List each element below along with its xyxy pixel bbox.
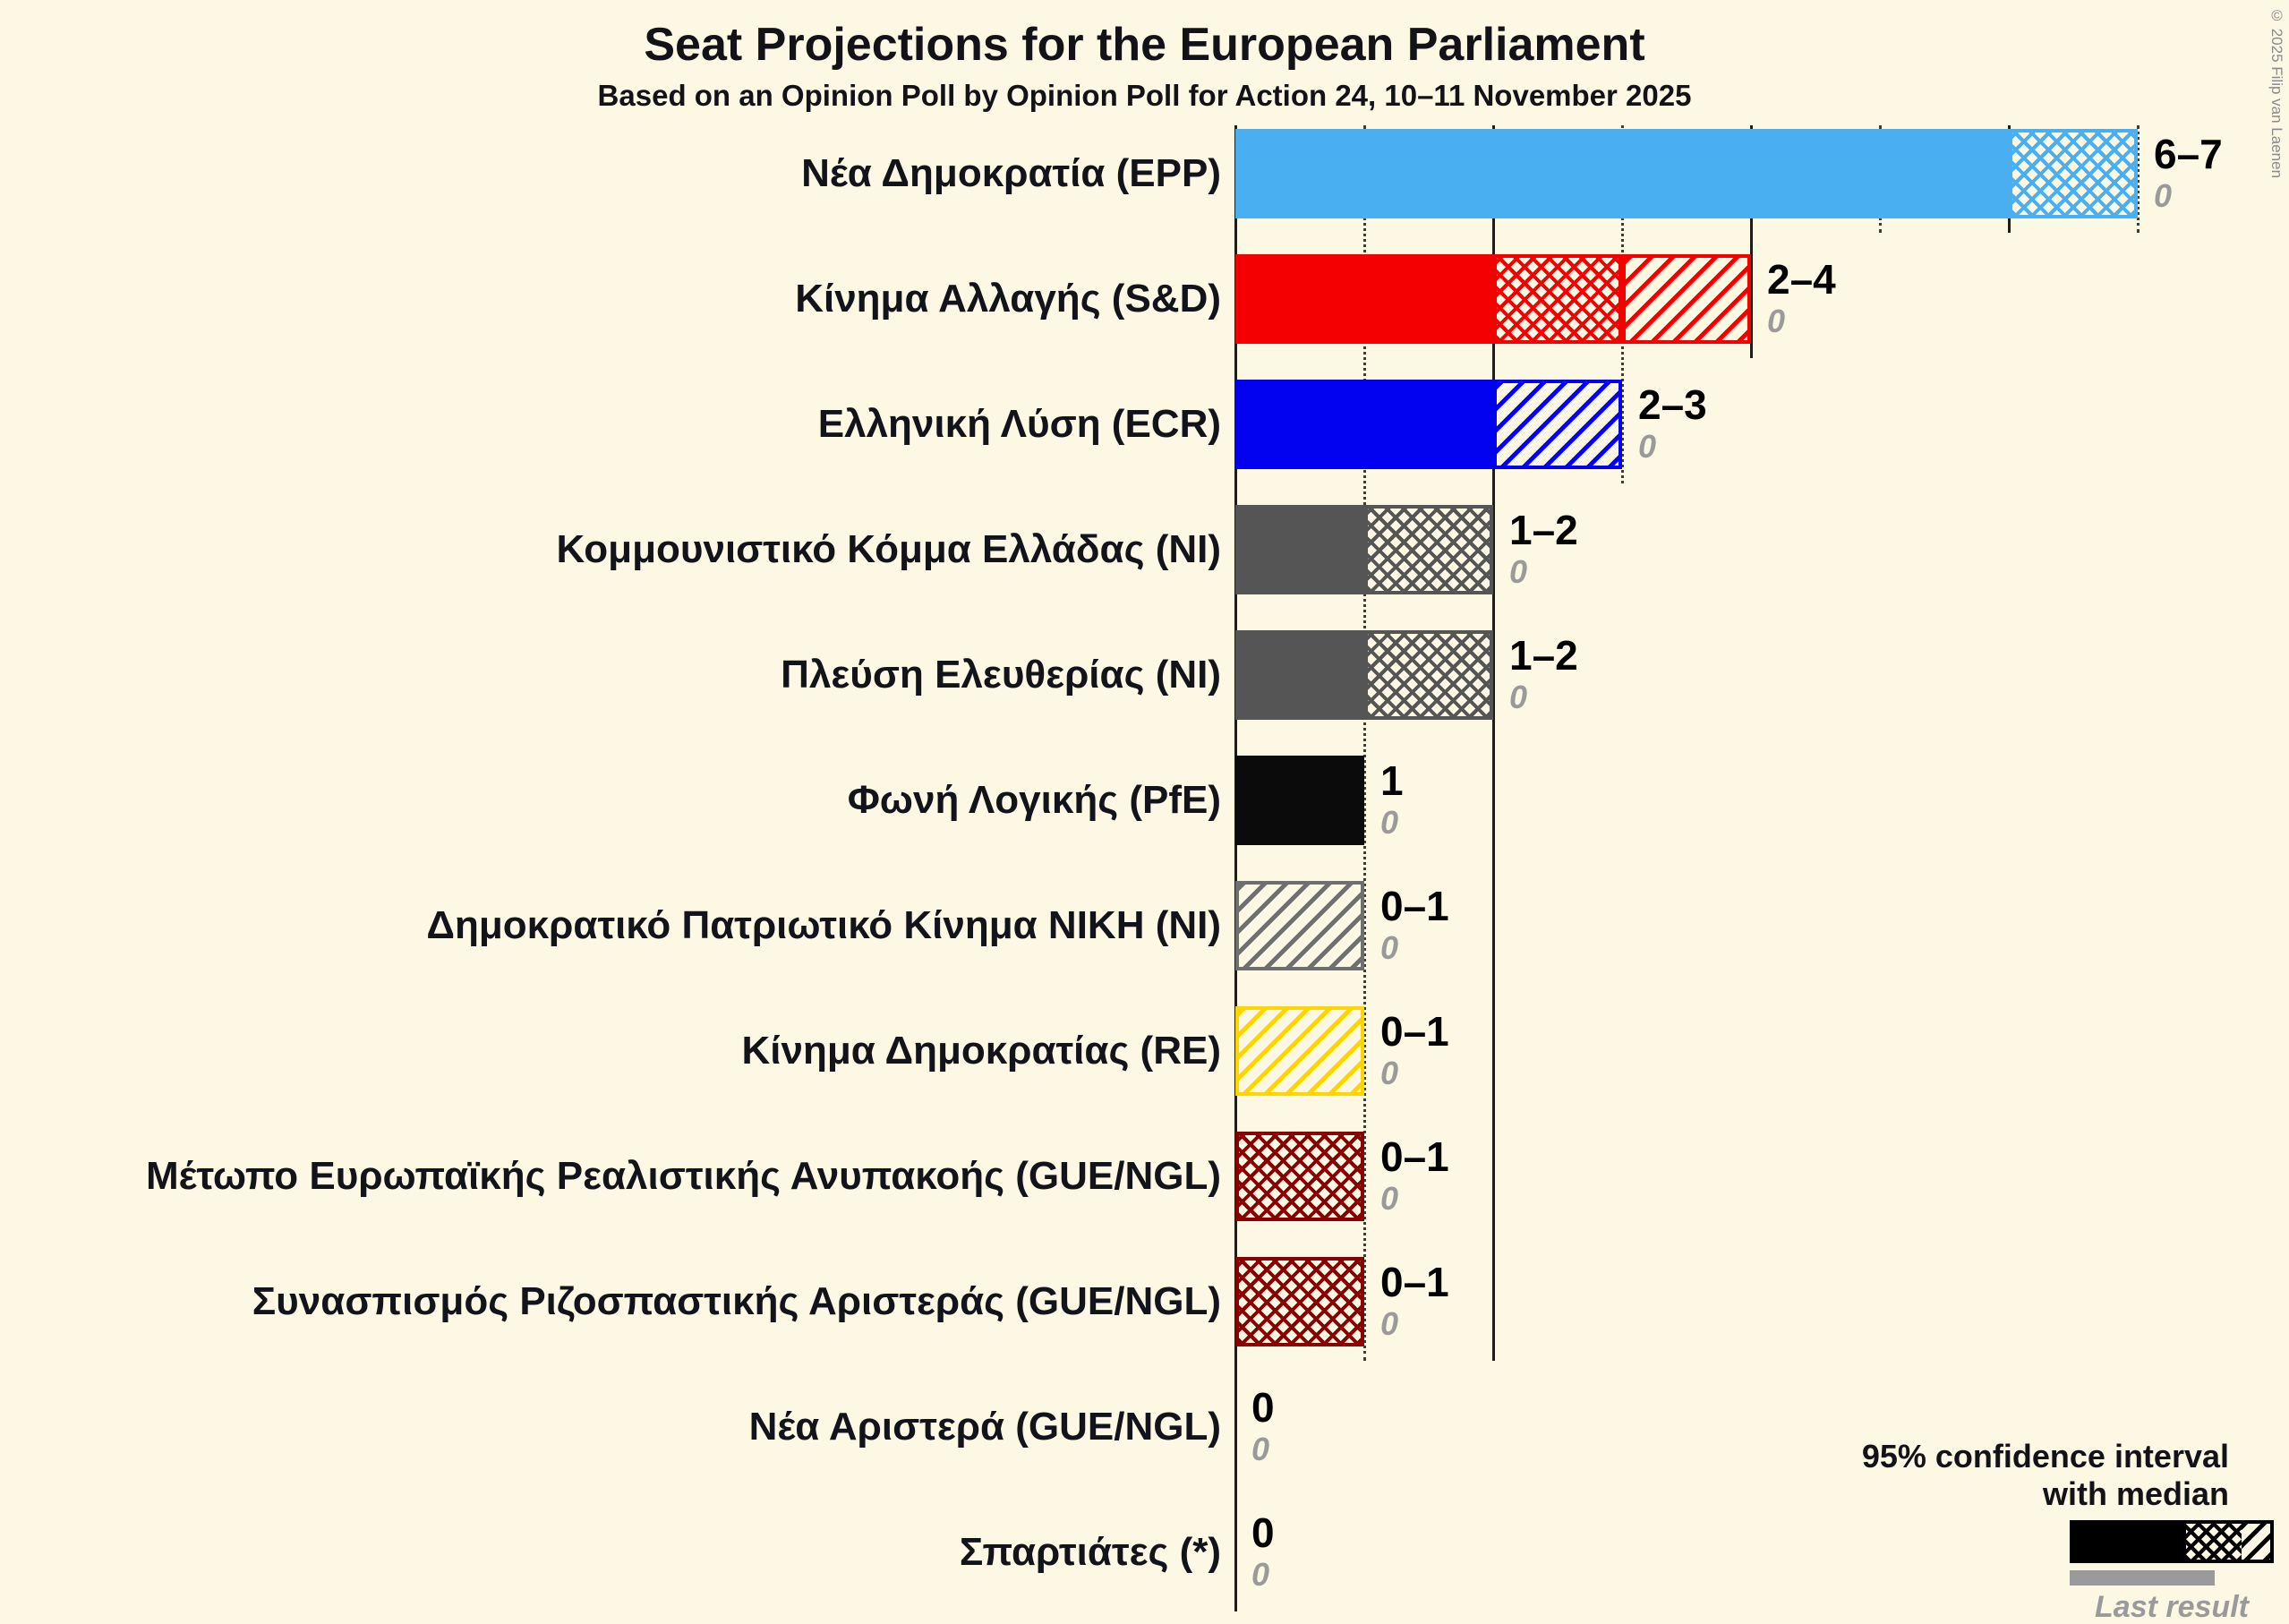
bar-solid-segment (1235, 380, 1493, 469)
legend-diagonal-segment (2242, 1524, 2270, 1560)
seats-value-label: 0–1 (1380, 883, 1449, 929)
last-result-label: 0 (1380, 1305, 1399, 1342)
seats-value-label: 1–2 (1509, 632, 1578, 679)
bar-crosshatch-segment (1364, 505, 1493, 594)
party-label: Κομμουνιστικό Κόμμα Ελλάδας (NI) (556, 527, 1222, 571)
last-result-label: 0 (1251, 1556, 1270, 1593)
seats-value-label: 0–1 (1380, 1008, 1449, 1055)
bar-solid-segment (1235, 254, 1493, 344)
chart-title: Seat Projections for the European Parlia… (644, 19, 1645, 71)
bar-crosshatch-segment (1364, 630, 1493, 720)
party-label: Πλεύση Ελευθερίας (NI) (781, 653, 1221, 697)
legend-last-result-label: Last result (2095, 1590, 2249, 1624)
party-label: Φωνή Λογικής (PfE) (847, 778, 1221, 822)
bar-solid-segment (1235, 756, 1364, 845)
last-result-label: 0 (1380, 1180, 1399, 1217)
legend-last-result-bar (2070, 1570, 2215, 1586)
seats-value-label: 2–4 (1767, 256, 1836, 303)
gridline-7 (2137, 125, 2140, 233)
party-label: Σπαρτιάτες (*) (959, 1530, 1221, 1574)
legend-solid-segment (2073, 1524, 2186, 1560)
legend-sample-bar (2070, 1520, 2274, 1563)
seats-value-label: 0 (1251, 1509, 1275, 1556)
bar-crosshatch-segment (1235, 1132, 1364, 1221)
seat-value-group: 1–2 0 (1509, 507, 1578, 591)
seats-value-label: 0–1 (1380, 1259, 1449, 1305)
bar-solid-segment (1235, 129, 2009, 218)
party-label: Κίνημα Αλλαγής (S&D) (795, 277, 1221, 321)
party-label: Κίνημα Δημοκρατίας (RE) (741, 1029, 1221, 1073)
gridline-4 (1750, 125, 1753, 358)
bar-solid-segment (1235, 505, 1364, 594)
bar-crosshatch-segment (1493, 254, 1622, 344)
last-result-label: 0 (1509, 679, 1528, 715)
legend-ci-line2: with median (2042, 1475, 2229, 1512)
chart-subtitle: Based on an Opinion Poll by Opinion Poll… (597, 79, 1692, 112)
bar-solid-segment (1235, 630, 1364, 720)
bar-diagonal-segment (1235, 1006, 1364, 1096)
last-result-label: 0 (1380, 1055, 1399, 1091)
copyright-note: © 2025 Filip van Laenen (2268, 7, 2285, 179)
party-label: Νέα Δημοκρατία (EPP) (801, 151, 1221, 195)
seat-value-group: 2–4 0 (1767, 256, 1836, 340)
party-label: Μέτωπο Ευρωπαϊκής Ρεαλιστικής Ανυπακοής … (145, 1154, 1221, 1198)
last-result-label: 0 (2154, 177, 2173, 214)
bar-diagonal-segment (1493, 380, 1622, 469)
bar-crosshatch-segment (2009, 129, 2138, 218)
gridline-1 (1363, 125, 1366, 1361)
last-result-label: 0 (1380, 929, 1399, 966)
seat-value-group: 0–1 0 (1380, 1259, 1449, 1343)
legend-crosshatch-segment (2186, 1524, 2242, 1560)
party-label: Ελληνική Λύση (ECR) (817, 402, 1221, 446)
seats-value-label: 6–7 (2154, 131, 2223, 177)
bar-diagonal-segment (1622, 254, 1751, 344)
seats-value-label: 0 (1251, 1384, 1275, 1431)
seats-value-label: 1–2 (1509, 507, 1578, 553)
bar-diagonal-segment (1235, 881, 1364, 970)
seats-value-label: 1 (1380, 757, 1404, 804)
gridline-2 (1492, 125, 1495, 1361)
last-result-label: 0 (1509, 553, 1528, 590)
seats-value-label: 0–1 (1380, 1133, 1449, 1180)
seat-value-group: 0–1 0 (1380, 1133, 1449, 1218)
legend-title: 95% confidence interval with median (1862, 1438, 2229, 1513)
seat-value-group: 0–1 0 (1380, 1008, 1449, 1092)
party-label: Δημοκρατικό Πατριωτικό Κίνημα ΝΙΚΗ (NI) (426, 903, 1221, 947)
seat-value-group: 2–3 0 (1638, 381, 1707, 466)
seats-value-label: 2–3 (1638, 381, 1707, 428)
last-result-label: 0 (1380, 804, 1399, 841)
last-result-label: 0 (1251, 1431, 1270, 1467)
seat-value-group: 1–2 0 (1509, 632, 1578, 716)
last-result-label: 0 (1638, 428, 1657, 465)
bar-crosshatch-segment (1235, 1257, 1364, 1346)
legend-ci-line1: 95% confidence interval (1861, 1438, 2229, 1474)
party-label: Συνασπισμός Ριζοσπαστικής Αριστεράς (GUE… (252, 1279, 1221, 1323)
seat-value-group: 0–1 0 (1380, 883, 1449, 967)
seat-value-group: 6–7 0 (2154, 131, 2223, 215)
party-label: Νέα Αριστερά (GUE/NGL) (748, 1405, 1221, 1449)
last-result-label: 0 (1767, 303, 1786, 339)
zero-axis-line (1234, 125, 1237, 1611)
